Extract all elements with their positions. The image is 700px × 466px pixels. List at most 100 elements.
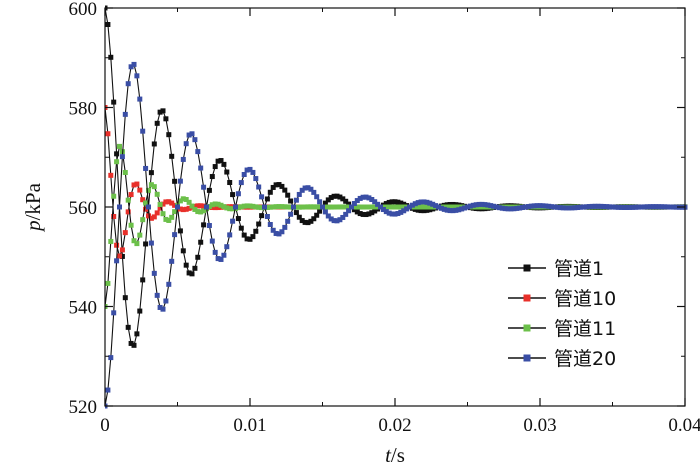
series-point — [137, 308, 143, 314]
series-point — [186, 270, 192, 276]
series-3 — [105, 143, 688, 309]
series-point — [395, 199, 401, 205]
series-point — [296, 204, 302, 210]
series-point — [146, 187, 151, 193]
series-point — [238, 180, 244, 186]
series-point — [131, 61, 137, 67]
y-tick-label: 520 — [69, 397, 98, 418]
series-point — [250, 203, 256, 209]
series-point — [299, 218, 305, 224]
series-point — [192, 137, 198, 143]
series-point — [224, 169, 230, 175]
series-point — [230, 206, 236, 212]
series-point — [427, 200, 433, 206]
series-point — [128, 64, 134, 70]
series-point — [459, 206, 465, 212]
series-point — [421, 199, 427, 205]
series-point — [160, 201, 166, 207]
series-point — [349, 204, 354, 210]
series-point — [311, 204, 317, 210]
series-point — [235, 191, 241, 197]
series-point — [404, 206, 410, 212]
series-point — [108, 238, 114, 244]
x-tick-label: 0.01 — [233, 415, 266, 436]
series-point — [198, 239, 204, 245]
series-point — [218, 158, 224, 164]
series-point — [325, 197, 331, 203]
series-point — [308, 186, 314, 192]
series-point — [392, 204, 398, 210]
series-point — [366, 204, 372, 210]
series-point — [386, 210, 392, 216]
series-point — [111, 213, 117, 219]
series-point — [375, 204, 381, 210]
series-point — [250, 234, 256, 240]
series-point — [308, 218, 314, 224]
series-point — [357, 211, 363, 217]
series-point — [317, 199, 323, 205]
series-point — [494, 204, 499, 210]
series-point — [195, 149, 201, 155]
series-point — [154, 210, 160, 216]
series-point — [557, 205, 563, 211]
series-point — [473, 202, 479, 208]
series-point — [235, 205, 241, 211]
series-point — [485, 202, 491, 208]
series-point — [389, 199, 395, 205]
series-point — [108, 54, 114, 60]
legend-marker — [523, 324, 531, 332]
series-point — [380, 207, 386, 213]
series-point — [166, 217, 172, 223]
series-point — [137, 187, 143, 193]
series-point — [378, 204, 383, 210]
series-point — [247, 236, 253, 242]
series-point — [125, 209, 131, 215]
series-point — [554, 204, 560, 210]
series-point — [111, 99, 117, 105]
series-point — [450, 204, 456, 210]
series-point — [415, 200, 421, 206]
series-point — [285, 218, 291, 224]
series-point — [610, 204, 615, 210]
series-point — [351, 204, 357, 210]
series-point — [160, 211, 166, 217]
series-point — [122, 295, 128, 301]
series-point — [331, 204, 337, 210]
series-point — [177, 228, 183, 234]
series-point — [305, 185, 311, 191]
series-point — [273, 230, 279, 236]
legend-marker — [523, 294, 531, 302]
series-point — [334, 193, 340, 199]
series-point — [215, 205, 221, 211]
labels-layer: 0 0.01 0.02 0.03 0.04 520 540 560 580 600 — [69, 0, 700, 436]
series-point — [563, 205, 569, 211]
series-point — [314, 212, 320, 218]
series-point — [134, 331, 140, 337]
series-point — [186, 199, 192, 205]
y-tick-label: 580 — [69, 99, 98, 120]
series-point — [122, 170, 128, 176]
series-point — [125, 81, 131, 87]
series-point — [122, 111, 128, 117]
series-point — [137, 232, 143, 238]
series-point — [340, 196, 346, 202]
series-point — [114, 151, 120, 157]
series-point — [636, 204, 642, 210]
series-point — [169, 258, 175, 264]
x-tick-label: 0.02 — [378, 415, 411, 436]
series-point — [131, 342, 137, 348]
series-point — [427, 204, 433, 210]
series-point — [279, 229, 285, 235]
series-point — [421, 208, 427, 214]
series-point — [148, 240, 154, 246]
series-point — [627, 204, 633, 210]
series-point — [424, 207, 430, 213]
series-point — [143, 200, 149, 206]
y-axis-title: p/kPa — [21, 182, 45, 233]
series-point — [270, 204, 276, 210]
series-point — [662, 204, 668, 210]
series-point — [647, 204, 653, 210]
series-point — [241, 172, 247, 177]
series-point — [273, 204, 279, 210]
series-point — [337, 204, 343, 210]
